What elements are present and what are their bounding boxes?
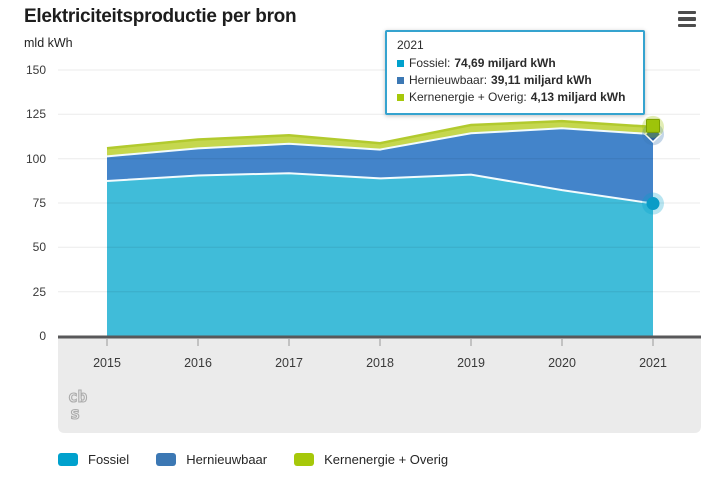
chart-menu-icon[interactable] <box>678 11 696 27</box>
y-axis-label: 0 <box>39 329 46 343</box>
x-axis-label: 2016 <box>184 356 212 370</box>
svg-text:cb: cb <box>68 387 87 406</box>
tooltip-year: 2021 <box>397 38 424 52</box>
y-axis-label: 50 <box>32 240 46 255</box>
y-axis-label: 25 <box>32 284 46 299</box>
fossiel-bullet-icon <box>397 60 404 67</box>
line-hernieuwbaar <box>106 127 654 158</box>
plot-svg: cb s <box>58 69 701 433</box>
line-fossiel <box>106 172 654 205</box>
hernieuwbaar-bullet-icon <box>397 77 404 84</box>
gridlines <box>58 69 700 293</box>
y-axis-unit-label: mld kWh <box>24 36 73 50</box>
tooltip: 2021 Fossiel: 74,69 miljard kWh Hernieuw… <box>385 30 645 115</box>
tooltip-item-hernieuwbaar: Hernieuwbaar: 39,11 miljard kWh <box>397 72 633 89</box>
x-axis-label: 2019 <box>457 356 485 370</box>
y-axis-label: 150 <box>25 63 46 77</box>
x-axis-ticks <box>106 339 654 346</box>
menu-bar <box>678 17 696 21</box>
x-axis-label: 2015 <box>93 356 121 370</box>
menu-bar <box>678 11 696 15</box>
kernenergie-swatch-icon <box>294 453 315 466</box>
x-axis-label: 2018 <box>366 356 394 370</box>
kernenergie-bullet-icon <box>397 94 404 101</box>
page-title: Elektriciteitsproductie per bron <box>24 6 297 27</box>
y-axis-label: 125 <box>25 107 46 122</box>
area-fossiel[interactable] <box>107 173 653 336</box>
menu-bar <box>678 23 696 27</box>
x-axis-label: 2021 <box>639 356 667 370</box>
legend-item-kernenergie-overig[interactable]: Kernenergie + Overig <box>294 452 448 467</box>
tooltip-item-fossiel: Fossiel: 74,69 miljard kWh <box>397 55 633 72</box>
y-axis-label: 75 <box>32 196 46 210</box>
tooltip-item-kernenergie-overig: Kernenergie + Overig: 4,13 miljard kWh <box>397 89 633 106</box>
line-kernenergie-overig <box>106 119 654 150</box>
marker-kernenergie-overig[interactable] <box>642 115 664 138</box>
cbs-logo: cb s <box>67 386 87 424</box>
fossiel-swatch-icon <box>58 453 78 466</box>
hernieuwbaar-swatch-icon <box>156 453 177 466</box>
legend-item-hernieuwbaar[interactable]: Hernieuwbaar <box>156 452 267 467</box>
marker-fossiel[interactable] <box>642 192 664 215</box>
x-axis-label: 2017 <box>275 356 303 370</box>
x-axis-band <box>58 337 701 433</box>
svg-text:s: s <box>70 404 80 424</box>
x-axis-label: 2020 <box>548 356 576 370</box>
chart-area: cb s 0 25 50 75 100 125 150 2015 2016 2017 2018 20… <box>0 50 707 450</box>
legend-item-fossiel[interactable]: Fossiel <box>58 452 129 467</box>
legend: Fossiel Hernieuwbaar Kernenergie + Overi… <box>58 452 448 467</box>
y-axis-label: 100 <box>25 151 46 166</box>
